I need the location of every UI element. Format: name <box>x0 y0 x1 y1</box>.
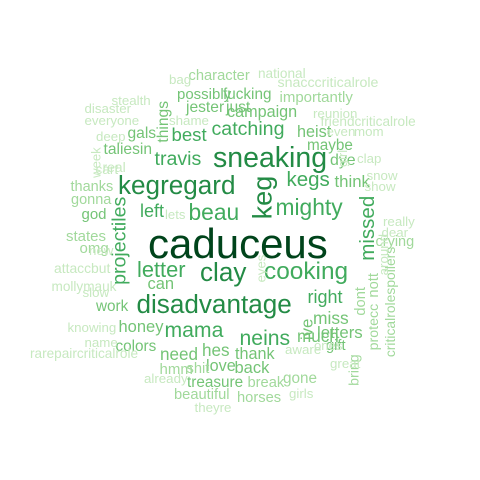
word-states: states <box>66 227 107 245</box>
word-god: god <box>81 205 107 223</box>
word-shame: shame <box>169 112 209 128</box>
word-honey: honey <box>118 317 164 336</box>
word-already: already <box>144 370 188 386</box>
word-gals: gals <box>127 125 157 142</box>
word-need: need <box>160 344 199 364</box>
word-girls: girls <box>289 385 314 401</box>
word-catching: catching <box>211 118 285 140</box>
word-kegs: kegs <box>286 167 330 191</box>
word-eyes: eyes <box>253 254 269 282</box>
word-gonna: gonna <box>71 191 112 208</box>
word-travis: travis <box>154 148 202 170</box>
word-reunion: reunion <box>313 105 358 121</box>
word-heist: heist <box>297 123 332 141</box>
word-can: can <box>147 274 175 293</box>
word-shit: shit <box>186 360 210 377</box>
word-bag: bag <box>169 71 192 87</box>
word-rarepaircriticalrole: rarepaircriticalrole <box>30 346 139 361</box>
word-even: even <box>326 123 356 139</box>
word-beautiful: beautiful <box>174 386 230 403</box>
word-hmm: hmm <box>159 360 193 378</box>
word-campaign: campaign <box>227 103 298 121</box>
word-nott: nott <box>365 272 382 298</box>
word-national: national <box>258 66 306 81</box>
word-caduceus: caduceus <box>148 220 328 267</box>
word-snow: snow <box>366 167 398 183</box>
word-new: new <box>89 242 114 258</box>
word-around: around <box>375 233 391 275</box>
word-left: left <box>140 201 165 221</box>
word-back: back <box>234 358 270 377</box>
word-neins: neins <box>239 326 291 350</box>
word-projectiles: projectiles <box>108 196 131 285</box>
word-disadvantage: disadvantage <box>136 289 292 319</box>
word-attaccbut: attaccbut <box>54 260 111 276</box>
word-real: real <box>102 159 126 175</box>
word-disaster: disaster <box>84 100 132 116</box>
word-right: right <box>307 287 343 307</box>
word-clay: clay <box>200 257 247 287</box>
word-treasure: treasure <box>187 373 244 391</box>
word-best: best <box>171 123 207 145</box>
word-letter: letter <box>137 257 186 282</box>
word-lets: lets <box>165 206 186 222</box>
word-fucking: fucking <box>223 85 272 103</box>
word-cart: cart <box>95 162 119 177</box>
word-stealth: stealth <box>111 92 151 108</box>
word-maybe: maybe <box>307 136 353 154</box>
word-show: show <box>364 178 396 194</box>
word-beau: beau <box>188 198 240 225</box>
word-letters: letters <box>317 322 363 342</box>
word-miss: miss <box>313 307 349 328</box>
word-taliesin: taliesin <box>103 141 153 158</box>
word-just: just <box>226 99 251 116</box>
word-kegregard: kegregard <box>118 170 236 200</box>
word-everyone: everyone <box>84 112 140 128</box>
word-cooking: cooking <box>264 258 349 285</box>
word-work: work <box>96 297 129 315</box>
word-gift: gift <box>326 337 346 354</box>
word-ones: ones <box>314 337 343 353</box>
word-much: much <box>297 326 339 346</box>
word-think: think <box>334 171 370 191</box>
word-knowing: knowing <box>67 319 117 335</box>
word-jester: jester <box>186 99 225 116</box>
word-snacccriticalrole: snacccriticalrole <box>277 75 379 91</box>
word-great: great <box>330 355 361 371</box>
word-horses: horses <box>237 389 282 406</box>
word-possibly: possibly <box>177 85 232 103</box>
word-break: break <box>247 374 285 391</box>
word-importantly: importantly <box>279 88 353 106</box>
word-character: character <box>188 67 250 84</box>
word-mom: mom <box>354 123 384 139</box>
word-thanks: thanks <box>70 178 114 195</box>
word-hes: hes <box>202 340 230 360</box>
word-theyre: theyre <box>194 399 232 415</box>
word-sneaking: sneaking <box>213 141 328 174</box>
word-thank: thank <box>235 345 275 363</box>
word-mama: mama <box>164 318 224 342</box>
word-deep: deep <box>96 128 126 144</box>
word-mighty: mighty <box>275 193 343 220</box>
word-dear: dear <box>381 224 409 240</box>
word-colors: colors <box>115 337 157 355</box>
word-girl: girl <box>334 149 350 167</box>
word-protecc: protecc <box>365 303 382 351</box>
word-omg: omg <box>79 239 109 257</box>
word-crying: crying <box>375 233 415 250</box>
word-dye: dye <box>330 152 356 169</box>
word-clap: clap <box>357 150 382 166</box>
word-really: really <box>383 213 415 229</box>
word-name: name <box>84 334 118 350</box>
word-mollymauk: mollymauk <box>51 279 117 294</box>
word-week: week <box>88 146 104 178</box>
word-aware: aware <box>285 341 322 357</box>
word-love: love <box>206 357 236 375</box>
word-friendcriticalrole: friendcriticalrole <box>320 114 416 129</box>
word-slow: slow <box>82 284 110 300</box>
word-keg: keg <box>246 175 278 219</box>
word-gone: gone <box>283 369 318 387</box>
word-ive: ive <box>296 318 316 340</box>
